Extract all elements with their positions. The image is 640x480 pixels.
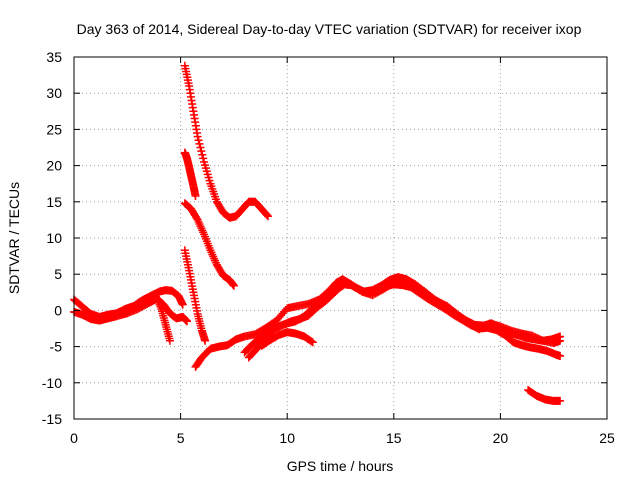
x-tick-label: 15 <box>386 430 402 446</box>
y-tick-label: 10 <box>46 230 62 246</box>
data-point <box>263 211 272 220</box>
x-tick-label: 10 <box>279 430 295 446</box>
chart-title: Day 363 of 2014, Sidereal Day-to-day VTE… <box>77 21 582 37</box>
y-tick-label: 30 <box>46 85 62 101</box>
y-tick-label: -10 <box>42 375 62 391</box>
y-tick-label: 20 <box>46 158 62 174</box>
data-point <box>192 214 201 223</box>
series-arc-4 <box>180 61 273 222</box>
series-arc-5 <box>180 148 200 201</box>
x-tick-label: 0 <box>70 430 78 446</box>
data-point <box>264 212 273 221</box>
data-point <box>199 154 208 163</box>
data-point <box>197 147 206 156</box>
x-axis-label: GPS time / hours <box>287 458 394 474</box>
series-arc-6 <box>180 199 238 290</box>
series-arc-2 <box>70 294 191 326</box>
y-tick-label: 0 <box>54 302 62 318</box>
data-point <box>194 136 203 145</box>
data-point <box>165 336 174 345</box>
data-point <box>556 352 565 361</box>
grid <box>74 57 607 419</box>
ticks: 0 5 10 15 20 25 -15 -10 -5 0 5 10 15 20 25 30 35 <box>42 49 615 446</box>
data-point <box>556 396 565 405</box>
data-point <box>196 143 205 152</box>
series-arc-10 <box>240 273 565 357</box>
y-axis-label: SDTVAR / TECUs <box>6 182 22 294</box>
x-tick-label: 25 <box>599 430 615 446</box>
y-tick-label: 35 <box>46 49 62 65</box>
data-point <box>182 317 191 326</box>
series-arc-3 <box>133 290 174 345</box>
data-point <box>191 192 200 201</box>
data-point <box>229 281 238 290</box>
data-point <box>307 337 316 346</box>
y-tick-label: 15 <box>46 194 62 210</box>
data-point <box>198 150 207 159</box>
series-arc-12 <box>524 386 565 405</box>
data-point <box>201 336 210 345</box>
data-points <box>70 61 565 405</box>
data-point <box>178 300 187 309</box>
data-point <box>193 132 202 141</box>
plot-frame <box>73 56 608 420</box>
x-tick-label: 5 <box>177 430 185 446</box>
y-tick-label: -5 <box>50 339 63 355</box>
data-point <box>308 338 317 347</box>
x-tick-label: 20 <box>493 430 509 446</box>
series-arc-7 <box>180 246 210 345</box>
data-point <box>556 332 565 341</box>
y-tick-label: -15 <box>42 411 62 427</box>
series-arc-11 <box>257 328 317 350</box>
y-tick-label: 5 <box>54 266 62 282</box>
y-tick-label: 25 <box>46 121 62 137</box>
data-point <box>195 139 204 148</box>
